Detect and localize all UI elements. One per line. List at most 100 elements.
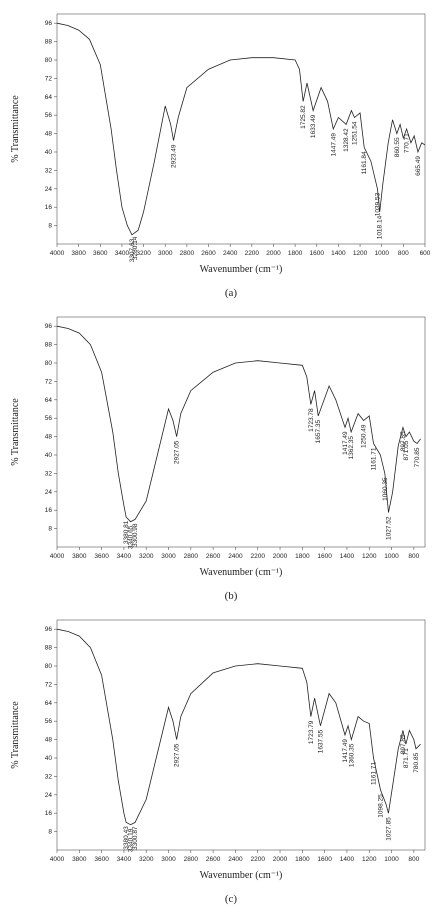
y-tick-label: 48 [45, 131, 53, 138]
y-tick-label: 48 [45, 737, 53, 744]
spectrum-line [56, 628, 421, 826]
peak-label: 1027.52 [385, 516, 392, 540]
y-tick-label: 32 [45, 470, 53, 477]
peak-label: 897.85 [400, 734, 407, 754]
y-tick-label: 72 [45, 681, 53, 688]
x-axis-label: Wavenumber (cm⁻¹) [200, 870, 283, 881]
x-tick-label: 1800 [295, 856, 310, 863]
x-tick-label: 2000 [273, 856, 288, 863]
x-tick-label: 3600 [93, 250, 108, 257]
peak-label: 1657.35 [315, 420, 322, 444]
peak-label: 1723.79 [308, 720, 315, 744]
caption: (a) [225, 287, 238, 299]
y-axis-label: % Transmittance [10, 701, 21, 769]
peak-label: 1417.49 [342, 739, 349, 763]
x-tick-label: 3200 [139, 856, 154, 863]
peak-label: 897.85 [400, 431, 407, 451]
x-tick-label: 2800 [180, 250, 195, 257]
peak-label: 3340.19 [128, 828, 135, 852]
peak-label: 3340.65 [128, 525, 135, 549]
x-tick-label: 1600 [310, 250, 325, 257]
x-tick-label: 3600 [94, 856, 109, 863]
peak-label: 3300.98 [132, 523, 139, 547]
x-axis-label: Wavenumber (cm⁻¹) [200, 264, 283, 275]
y-tick-label: 80 [45, 57, 53, 64]
y-axis-label: % Transmittance [10, 398, 21, 466]
y-tick-label: 64 [45, 94, 53, 101]
plot-frame [56, 13, 426, 245]
x-tick-label: 1400 [331, 250, 346, 257]
x-tick-label: 1200 [353, 250, 368, 257]
peak-label: 871.71 [403, 748, 410, 768]
y-tick-label: 32 [45, 773, 53, 780]
peak-label: 871.05 [403, 440, 410, 460]
x-tick-label: 2800 [184, 856, 199, 863]
x-tick-label: 2600 [206, 856, 221, 863]
y-tick-label: 72 [45, 378, 53, 385]
x-tick-label: 1000 [384, 856, 399, 863]
x-tick-label: 2600 [206, 553, 221, 560]
y-tick-label: 16 [45, 204, 53, 211]
x-tick-label: 1000 [374, 250, 389, 257]
y-tick-label: 88 [45, 39, 53, 46]
peak-label: 1060.35 [382, 477, 389, 501]
x-tick-label: 1000 [384, 553, 399, 560]
y-tick-label: 16 [45, 507, 53, 514]
y-tick-label: 32 [45, 167, 53, 174]
peak-label: 3280.14 [132, 236, 139, 260]
x-tick-label: 3400 [115, 250, 130, 257]
y-tick-label: 88 [45, 342, 53, 349]
x-tick-label: 800 [408, 856, 419, 863]
x-tick-label: 2400 [228, 553, 243, 560]
x-tick-label: 2400 [228, 856, 243, 863]
peak-label: 1161.71 [371, 447, 378, 470]
y-tick-label: 96 [45, 626, 53, 633]
peak-label: 1098.25 [378, 794, 385, 818]
x-axis-label: Wavenumber (cm⁻¹) [200, 567, 283, 578]
x-tick-label: 3000 [158, 250, 173, 257]
peak-label: 1018.14 [377, 215, 384, 239]
x-tick-label: 2400 [223, 250, 238, 257]
y-tick-label: 16 [45, 810, 53, 817]
peak-label: 1362.35 [348, 436, 355, 460]
x-tick-label: 1400 [340, 856, 355, 863]
x-tick-label: 3000 [161, 553, 176, 560]
x-tick-label: 1600 [317, 553, 332, 560]
y-tick-label: 8 [48, 526, 52, 533]
y-tick-label: 24 [45, 186, 53, 193]
plot-frame [56, 619, 426, 851]
peak-label: 2927.05 [174, 440, 181, 464]
x-tick-label: 4000 [50, 250, 65, 257]
y-axis-label: % Transmittance [10, 95, 21, 163]
peak-label: 1447.49 [330, 133, 337, 157]
peak-label: 1161.71 [371, 762, 378, 785]
peak-label: 1637.55 [317, 729, 324, 753]
y-tick-label: 80 [45, 663, 53, 670]
peak-label: 1633.49 [310, 114, 317, 138]
x-tick-label: 3800 [72, 856, 87, 863]
peak-label: 1723.78 [308, 408, 315, 432]
peak-label: 2927.05 [174, 743, 181, 767]
x-tick-label: 600 [420, 250, 431, 257]
x-tick-label: 4000 [50, 553, 65, 560]
peak-label: 1360.35 [348, 743, 355, 767]
peak-label: 1250.49 [361, 424, 368, 448]
y-tick-label: 80 [45, 360, 53, 367]
peak-label: 1725.82 [300, 105, 307, 129]
y-tick-label: 96 [45, 20, 53, 27]
peak-label: 3307.63 [129, 238, 136, 262]
caption: (b) [225, 590, 238, 602]
plot-frame [56, 316, 426, 548]
peak-label: 1417.49 [342, 431, 349, 455]
caption: (c) [225, 893, 238, 905]
peak-label: 3300.87 [132, 826, 139, 850]
spectrum-line [56, 22, 426, 236]
x-tick-label: 1800 [288, 250, 303, 257]
x-tick-label: 3400 [117, 553, 132, 560]
y-tick-label: 24 [45, 792, 53, 799]
x-tick-label: 1600 [317, 856, 332, 863]
x-tick-label: 4000 [50, 856, 65, 863]
y-tick-label: 40 [45, 755, 53, 762]
y-tick-label: 48 [45, 434, 53, 441]
